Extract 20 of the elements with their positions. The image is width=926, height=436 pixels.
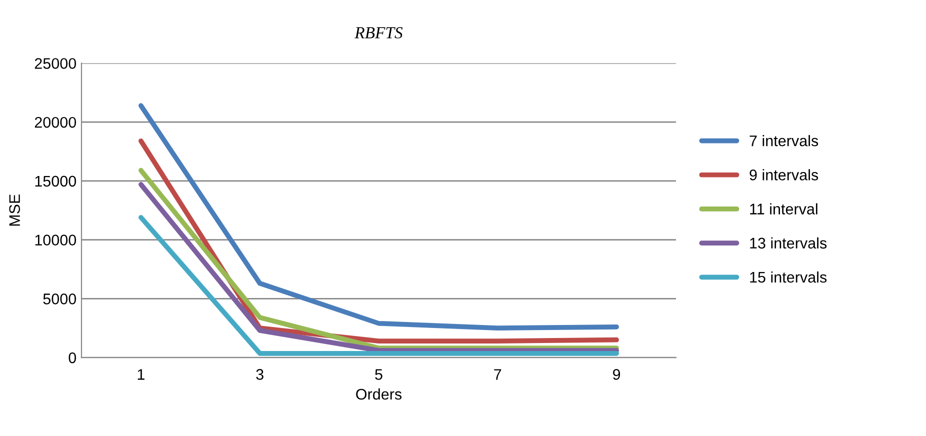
x-tick-label: 3 xyxy=(256,369,264,380)
legend-label: 15 intervals xyxy=(750,271,827,283)
legend-label: 13 intervals xyxy=(750,237,827,249)
y-axis-title: MSE xyxy=(9,194,20,226)
x-tick-label: 7 xyxy=(494,369,502,380)
x-tick-label: 9 xyxy=(613,369,620,380)
legend-label: 9 intervals xyxy=(750,169,818,180)
y-tick-label: 0 xyxy=(68,352,76,364)
x-tick-label: 1 xyxy=(138,369,144,380)
line-series xyxy=(138,103,619,331)
x-tick-label: 5 xyxy=(375,369,382,380)
legend-label: 7 intervals xyxy=(750,135,818,146)
y-tick-label: 20000 xyxy=(34,116,76,128)
y-tick-label: 25000 xyxy=(34,58,76,69)
legend-label: 11 interval xyxy=(750,203,818,214)
chart-title: RBFTS xyxy=(354,27,403,38)
y-tick-label: 10000 xyxy=(35,234,76,246)
y-tick-label: 15000 xyxy=(35,176,76,187)
y-tick-label: 5000 xyxy=(43,294,76,304)
x-axis-title: Orders xyxy=(356,388,402,400)
